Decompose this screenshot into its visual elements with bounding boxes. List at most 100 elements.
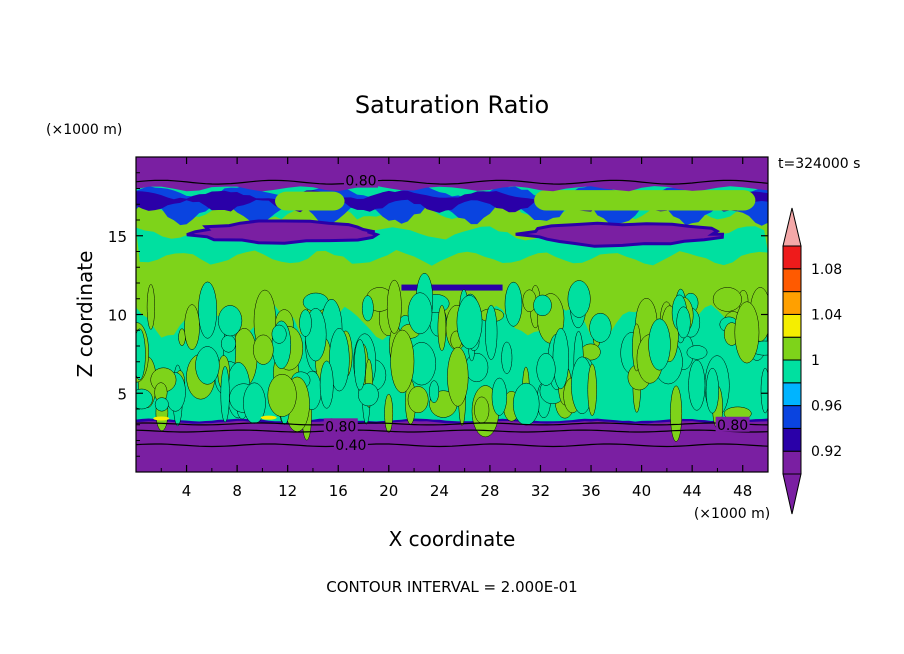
colorbar-segment (782, 427, 802, 452)
x-tick-label: 20 (379, 482, 398, 500)
contour-label: 0.80 (345, 174, 376, 190)
cloud-cell (589, 312, 612, 343)
purple-pocket (515, 221, 725, 248)
supersaturated-spot (260, 415, 277, 420)
contour-label-bg (715, 416, 750, 432)
cloud-cell (267, 373, 297, 417)
colorbar-label: 1 (811, 353, 820, 369)
colorbar-segment (782, 313, 802, 338)
x-tick-label: 8 (232, 482, 242, 500)
cloud-cell (504, 281, 523, 327)
cloud-cell (195, 346, 220, 385)
cloud-cell (146, 284, 155, 330)
cloud-cell (384, 393, 394, 433)
cloud-cell (465, 352, 489, 383)
colorbar: 0.92 0.96 1 1.04 1.08 (782, 207, 842, 515)
cloud-cell (734, 301, 760, 364)
cloud-cell (221, 334, 236, 353)
colorbar-over-triangle (782, 207, 802, 247)
contour-lower-mid (136, 429, 768, 433)
colorbar-segment (782, 291, 802, 315)
cap-patch (534, 190, 756, 211)
cloud-cell (552, 328, 569, 390)
cloud-cell (533, 294, 552, 317)
thin-streak (401, 284, 503, 291)
cap-patch (275, 191, 345, 211)
cloud-cell (329, 328, 350, 392)
contour-label-bg (343, 172, 378, 188)
contour-label: 0.80 (717, 418, 748, 434)
cloud-cell (386, 279, 402, 334)
contour-plot-field: 0.80 0.80 0.40 0.80 (136, 157, 768, 472)
cloud-cell (184, 304, 200, 350)
colorbar-segment (782, 405, 802, 429)
cloud-cell (299, 309, 312, 337)
cloud-cells (136, 272, 768, 442)
cloud-cell (319, 360, 334, 409)
x-tick-label: 48 (733, 482, 752, 500)
cloud-cell (407, 386, 429, 414)
cloud-cell (390, 329, 415, 394)
cloud-cell (218, 305, 243, 337)
x-unit-label: (×1000 m) (694, 506, 770, 522)
contour-label-bg (323, 418, 358, 434)
x-axis-title: X coordinate (389, 527, 516, 551)
colorbar-label: 0.92 (811, 444, 842, 460)
cloud-cell (567, 280, 591, 318)
cloud-cell (136, 388, 153, 410)
x-tick-label: 44 (683, 482, 702, 500)
band-tropopause (136, 157, 768, 192)
colorbar-segment (782, 245, 802, 270)
cloud-cell (760, 367, 768, 414)
time-label: t=324000 s (778, 156, 860, 172)
cloud-cell (485, 304, 498, 360)
colorbar-label: 0.96 (811, 399, 842, 415)
x-tick-label: 28 (480, 482, 499, 500)
contour-label: 0.40 (335, 438, 366, 454)
x-axis: 4 8 12 16 20 24 28 32 36 40 44 48 (160, 157, 752, 500)
contour-080-upper (136, 179, 768, 185)
x-tick-label: 36 (581, 482, 600, 500)
supersaturated-spot (153, 416, 170, 421)
colorbar-segment (782, 382, 802, 407)
colorbar-segment (782, 268, 802, 293)
chart-title: Saturation Ratio (355, 91, 549, 119)
contour-040 (136, 443, 768, 448)
cloud-cell (688, 359, 706, 411)
contour-interval-note: CONTOUR INTERVAL = 2.000E-01 (326, 578, 577, 596)
cloud-cell (686, 345, 708, 360)
cloud-cell (271, 324, 287, 344)
y-tick-label: 15 (108, 228, 127, 246)
cloud-cell (437, 305, 447, 351)
cloud-cell (429, 380, 440, 403)
cloud-cell (358, 383, 379, 407)
cloud-cell (154, 397, 169, 412)
cloud-cell (512, 382, 540, 426)
cloud-cell (198, 281, 218, 339)
contour-label: 0.80 (325, 419, 356, 435)
cloud-cell (354, 339, 366, 391)
x-tick-label: 12 (278, 482, 297, 500)
contour-labels: 0.80 0.80 0.40 0.80 (323, 172, 750, 454)
x-tick-label: 24 (430, 482, 449, 500)
purple-pocket (186, 219, 381, 245)
cloud-cell (136, 328, 146, 381)
cloud-cell (407, 292, 433, 335)
contour-label-bg (333, 437, 368, 453)
x-tick-label: 16 (329, 482, 348, 500)
contour-lines (136, 179, 768, 448)
y-tick-label: 5 (117, 385, 127, 403)
cloud-cell (705, 367, 719, 414)
colorbar-segment (782, 336, 802, 361)
cloud-cell (361, 295, 374, 322)
x-tick-label: 4 (182, 482, 192, 500)
colorbar-segment (782, 450, 802, 475)
x-tick-label: 40 (632, 482, 651, 500)
cloud-cell (474, 396, 490, 424)
cloud-cell (648, 318, 671, 371)
cloud-cell (491, 377, 508, 416)
y-unit-label: (×1000 m) (46, 122, 122, 138)
cloud-cell (676, 306, 691, 339)
y-axis: 5 10 15 (108, 172, 768, 457)
